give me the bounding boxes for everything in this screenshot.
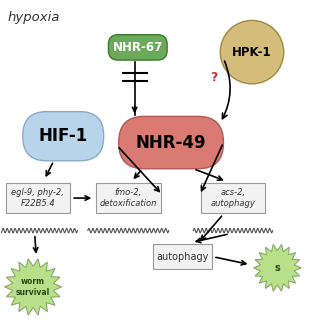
FancyBboxPatch shape: [23, 112, 104, 161]
Circle shape: [220, 20, 284, 84]
Text: hypoxia: hypoxia: [8, 11, 60, 24]
Text: ?: ?: [210, 71, 218, 84]
Text: NHR-49: NHR-49: [136, 133, 206, 152]
Text: worm
survival: worm survival: [16, 277, 50, 297]
Text: HPK-1: HPK-1: [232, 46, 272, 59]
Text: egl-9, phy-2,
F22B5.4: egl-9, phy-2, F22B5.4: [12, 188, 64, 208]
Text: fmo-2,
detoxification: fmo-2, detoxification: [100, 188, 157, 208]
FancyBboxPatch shape: [108, 35, 167, 60]
Bar: [96, 183, 161, 213]
FancyBboxPatch shape: [119, 116, 223, 169]
Text: acs-2,
autophagy: acs-2, autophagy: [211, 188, 255, 208]
Text: autophagy: autophagy: [156, 252, 208, 262]
Text: HIF-1: HIF-1: [39, 127, 88, 145]
Text: NHR-67: NHR-67: [113, 41, 163, 54]
Bar: [153, 244, 212, 269]
Bar: [6, 183, 69, 213]
Text: s: s: [275, 263, 280, 273]
Polygon shape: [4, 259, 62, 315]
Polygon shape: [253, 244, 301, 291]
Bar: [201, 183, 265, 213]
